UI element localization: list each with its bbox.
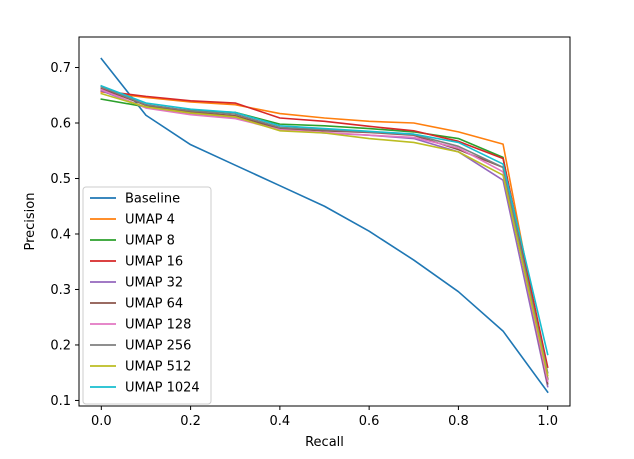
x-tick-label: 0.6: [359, 414, 380, 429]
legend-label: UMAP 64: [125, 297, 183, 312]
y-tick-label: 0.2: [50, 338, 71, 353]
x-axis: 0.0 0.2 0.4 0.6 0.8 1.0: [91, 406, 558, 429]
x-tick-label: 0.0: [91, 414, 112, 429]
series-line-umap-512: [100, 92, 549, 377]
legend-label: UMAP 4: [125, 213, 175, 228]
y-tick-label: 0.1: [50, 394, 71, 409]
y-tick-label: 0.4: [50, 227, 71, 242]
legend-label: UMAP 16: [125, 255, 183, 270]
legend-label: UMAP 256: [125, 339, 191, 354]
y-axis-label: Precision: [23, 192, 38, 250]
y-tick-label: 0.6: [50, 117, 71, 132]
series-line-umap-256: [100, 85, 549, 374]
x-tick-label: 0.4: [270, 414, 291, 429]
legend-label: UMAP 1024: [125, 381, 200, 396]
y-tick-label: 0.3: [50, 283, 71, 298]
y-tick-label: 0.7: [50, 61, 71, 76]
legend-label: Baseline: [125, 192, 180, 207]
plot-frame: [78, 36, 571, 407]
x-tick-label: 0.8: [448, 414, 469, 429]
legend-box: [82, 186, 212, 405]
x-tick-label: 0.2: [180, 414, 201, 429]
series-line-umap-4: [100, 91, 549, 380]
x-tick-label: 1.0: [537, 414, 558, 429]
series-line-umap-1024: [100, 84, 549, 356]
series-line-umap-16: [100, 89, 549, 369]
x-axis-label: Recall: [305, 435, 344, 450]
series-layer: [100, 57, 549, 394]
legend-label: UMAP 8: [125, 234, 175, 249]
legend-label: UMAP 32: [125, 276, 183, 291]
legend: Baseline UMAP 4 UMAP 8 UMAP 16 UMAP 32 UMAP 6…: [82, 186, 212, 405]
y-axis: 0.1 0.2 0.3 0.4 0.5 0.6 0.7: [50, 61, 79, 409]
series-line-baseline: [100, 57, 549, 394]
legend-label: UMAP 512: [125, 360, 191, 375]
y-tick-label: 0.5: [50, 172, 71, 187]
legend-label: UMAP 128: [125, 318, 191, 333]
